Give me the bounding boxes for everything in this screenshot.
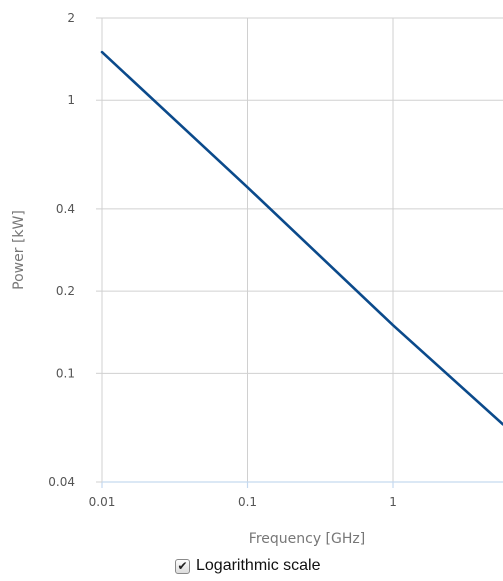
y-tick-label: 0.1 [56,366,75,380]
x-tick-label: 1 [389,495,397,509]
log-scale-label: Logarithmic scale [196,557,321,574]
y-tick-label: 1 [67,93,75,107]
series-line [100,50,503,426]
log-scale-toggle[interactable]: ✔ Logarithmic scale [175,557,321,575]
y-tick-label: 2 [67,11,75,25]
tick-layer: 0.01 0.1 1 0.04 0.1 0.2 0.4 1 2 [48,11,397,509]
y-tick-label: 0.04 [48,475,75,489]
chart: 0.01 0.1 10.040.10.20.412 Frequency [GHz] … [11,11,503,547]
x-tick-label: 0.1 [238,495,257,509]
y-tick-label: 0.4 [56,202,75,216]
checkmark-icon: ✔ [177,559,188,573]
log-scale-checkbox[interactable]: ✔ [175,558,190,574]
y-tick-label: 0.2 [56,284,75,298]
y-axis-title: Power [kW] [11,210,27,290]
axis-layer [96,17,503,488]
x-tick-label: 0.01 [89,495,116,509]
x-axis-title: Frequency [GHz] [249,531,365,547]
series-layer [100,50,503,426]
grid-layer [102,17,503,482]
